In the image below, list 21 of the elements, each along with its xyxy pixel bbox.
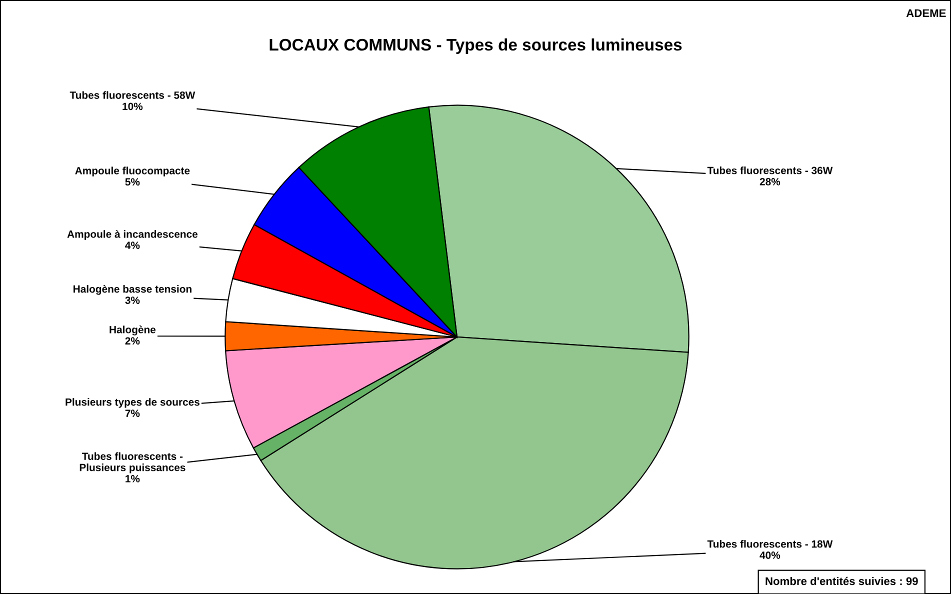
data-label: 10% [122,102,143,110]
slice-label: Tubes fluorescents - 18W [707,540,833,548]
slice-label: Tubes fluorescents - 36W [707,166,833,174]
data-label: 7% [125,410,140,417]
data-label: 4% [125,242,140,250]
slice-label: Ampoule fluocompacte [75,166,190,176]
text: ADEME [906,9,946,17]
chart-title: LOCAUX COMMUNS - Types de sources lumineuses [270,38,682,54]
slice-label: Ampoule à incandescence [67,230,198,240]
text: Nombre d'entités suivies : 99 [766,576,918,586]
data-label: 28% [760,178,780,186]
data-label: 40% [760,552,780,559]
data-label: 1% [126,475,140,482]
slice-label: Halogène basse tension [74,284,192,295]
slice-label: Halogène [110,326,156,336]
data-label: 5% [125,178,140,186]
slice-label: Plusieurs types de sources [66,398,200,408]
data-label: 2% [125,337,140,345]
slice-label: Tubes fluorescents - Plusieurs puissances [80,452,186,474]
data-label: 3% [125,296,140,304]
slice-label: Tubes fluorescents - 58W [70,91,196,99]
